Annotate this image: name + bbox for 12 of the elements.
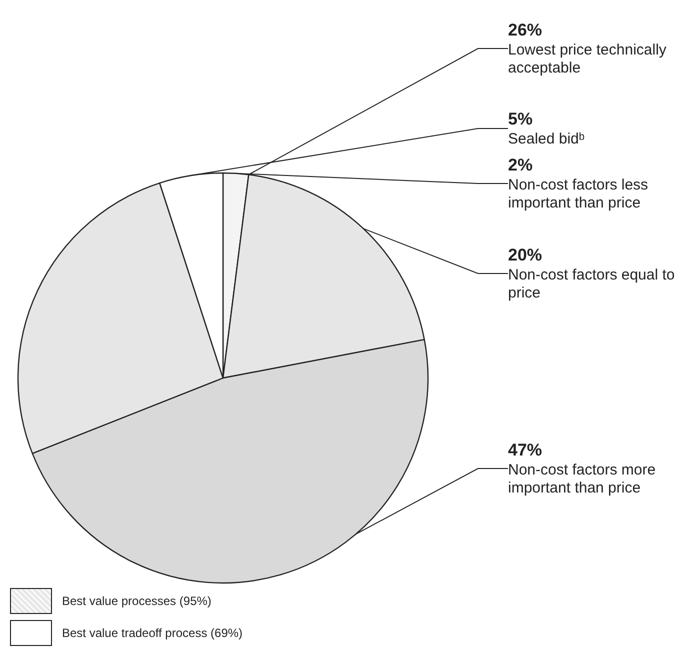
data-label: 26%: [508, 20, 542, 40]
data-label: 47%: [508, 440, 542, 460]
data-label: 20%: [508, 246, 542, 264]
text: Best value processes (95%): [62, 594, 212, 608]
slice-label: Lowest price technically acceptable: [508, 42, 671, 76]
slice-label: Non-cost factors more important than price: [508, 462, 660, 496]
slice-label: Sealed bidᵇ: [508, 130, 585, 148]
slice-label: Non-cost factors equal to price: [508, 266, 679, 302]
slice-label: Non-cost factors less important than price: [508, 176, 652, 212]
data-label: 5%: [508, 110, 533, 128]
text: Best value tradeoff process (69%): [62, 626, 243, 640]
data-label: 2%: [508, 156, 533, 174]
